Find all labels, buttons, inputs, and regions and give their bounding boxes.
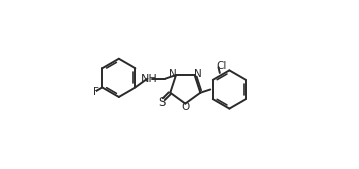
Text: S: S xyxy=(158,96,165,109)
Text: N: N xyxy=(168,69,176,79)
Text: N: N xyxy=(194,69,201,79)
Text: O: O xyxy=(181,102,190,112)
Text: F: F xyxy=(93,87,99,97)
Text: Cl: Cl xyxy=(216,61,227,71)
Text: NH: NH xyxy=(141,74,158,84)
